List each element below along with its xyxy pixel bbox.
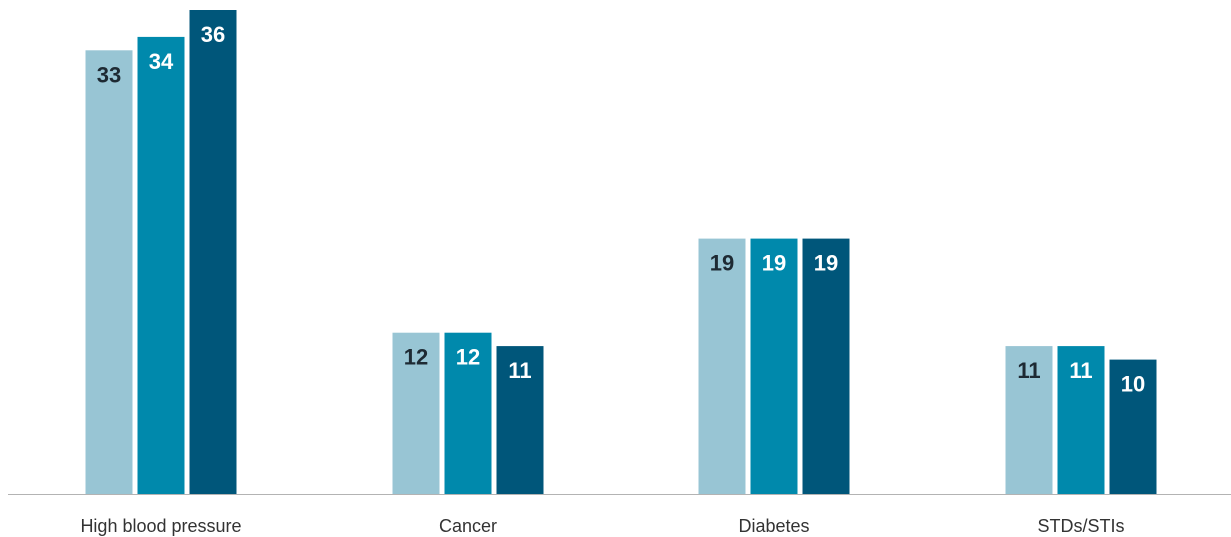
data-label-4-series-2: 11 <box>1069 358 1092 383</box>
data-label-4-series-3: 10 <box>1121 372 1145 397</box>
bar-1-series-2 <box>137 36 185 495</box>
bar-4-series-1 <box>1005 346 1053 494</box>
bar-1-series-3 <box>189 10 237 494</box>
data-labels-layer: 33 34 36 12 12 11 19 19 19 11 11 10 <box>97 22 1145 397</box>
bar-3-series-1 <box>698 238 746 494</box>
bar-2-series-2 <box>444 332 492 494</box>
bar-3-series-2 <box>750 238 798 494</box>
bar-2-series-3 <box>496 346 544 494</box>
data-label-1-series-2: 34 <box>149 49 174 74</box>
data-label-1-series-1: 33 <box>97 62 121 87</box>
data-label-4-series-1: 11 <box>1017 358 1040 383</box>
data-label-2-series-3: 11 <box>508 358 531 383</box>
category-label-1: High blood pressure <box>80 516 241 536</box>
data-label-2-series-1: 12 <box>404 345 428 370</box>
bar-2-series-1 <box>392 332 440 494</box>
bar-3-series-3 <box>802 238 850 494</box>
bars-layer <box>85 10 1157 495</box>
bar-1-series-1 <box>85 50 133 495</box>
data-label-2-series-2: 12 <box>456 345 480 370</box>
bar-4-series-2 <box>1057 346 1105 494</box>
bar-4-series-3 <box>1109 359 1157 494</box>
category-label-3: Diabetes <box>738 516 809 536</box>
data-label-3-series-3: 19 <box>814 251 838 276</box>
category-label-2: Cancer <box>439 516 497 536</box>
data-label-1-series-3: 36 <box>201 22 225 47</box>
data-label-3-series-1: 19 <box>710 251 734 276</box>
data-label-3-series-2: 19 <box>762 251 786 276</box>
category-labels-layer: High blood pressure Cancer Diabetes STDs/ST… <box>80 516 1124 536</box>
category-label-4: STDs/STIs <box>1037 516 1124 536</box>
